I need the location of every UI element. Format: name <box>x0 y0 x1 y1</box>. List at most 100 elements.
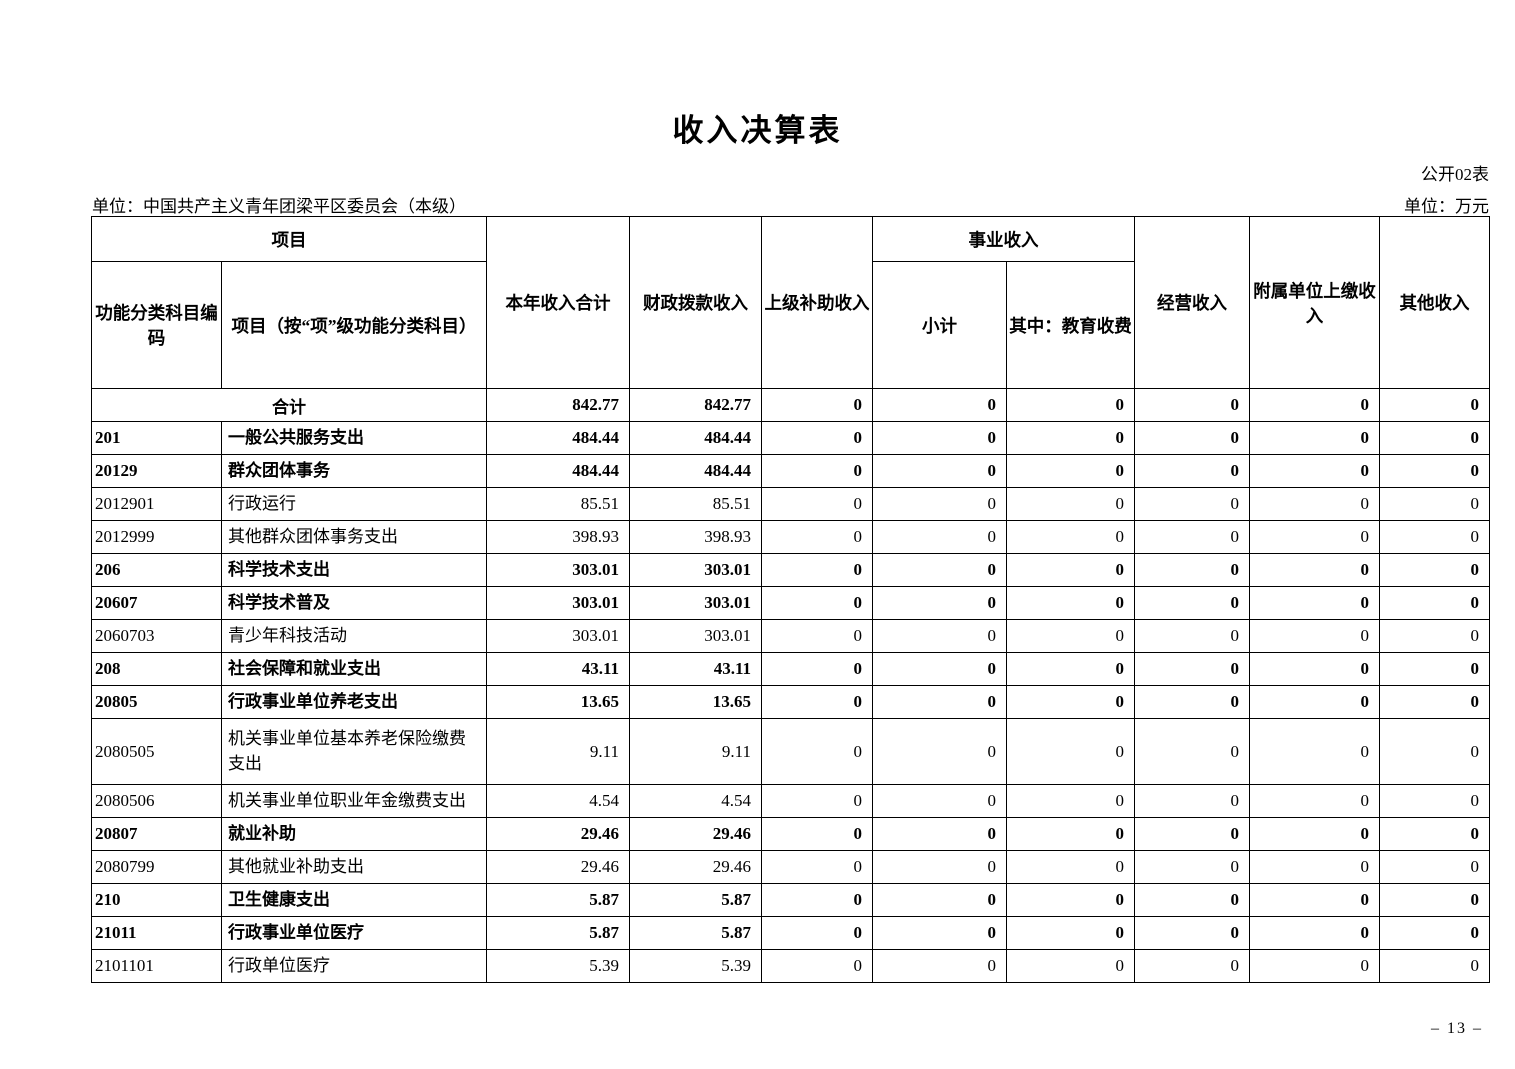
row-value-cell: 0 <box>761 718 873 785</box>
table-row: 合计 842.77 842.77 0 0 0 0 0 0 <box>91 388 1490 422</box>
header-subtotal: 小计 <box>872 261 1007 389</box>
header-affiliated-income: 附属单位上缴收入 <box>1249 216 1380 389</box>
row-value-cell: 0 <box>1134 949 1250 983</box>
row-value-cell: 0 <box>1249 586 1380 620</box>
row-value-cell: 0 <box>1249 619 1380 653</box>
row-value-cell: 842.77 <box>629 388 762 422</box>
row-value-cell: 0 <box>1134 553 1250 587</box>
row-value-cell: 0 <box>872 619 1007 653</box>
table-row: 201 一般公共服务支出 484.44 484.44 0 0 0 0 0 0 <box>91 421 1490 455</box>
row-value-cell: 0 <box>1379 916 1490 950</box>
row-function-code: 2060703 <box>91 619 222 653</box>
row-value-cell: 0 <box>761 586 873 620</box>
row-value-cell: 0 <box>1006 619 1135 653</box>
row-function-code: 2012999 <box>91 520 222 554</box>
row-value-cell: 0 <box>761 949 873 983</box>
header-other-income: 其他收入 <box>1379 216 1490 389</box>
row-value-cell: 5.39 <box>629 949 762 983</box>
row-value-cell: 0 <box>761 685 873 719</box>
row-value-cell: 0 <box>1006 421 1135 455</box>
row-value-cell: 303.01 <box>486 619 630 653</box>
row-value-cell: 0 <box>1379 520 1490 554</box>
row-value-cell: 13.65 <box>629 685 762 719</box>
row-value-cell: 9.11 <box>486 718 630 785</box>
row-value-cell: 303.01 <box>629 586 762 620</box>
row-project-name: 其他群众团体事务支出 <box>221 520 487 554</box>
row-project-name: 行政单位医疗 <box>221 949 487 983</box>
row-value-cell: 0 <box>1006 850 1135 884</box>
row-value-cell: 0 <box>1006 949 1135 983</box>
row-value-cell: 0 <box>1006 520 1135 554</box>
row-value-cell: 0 <box>872 916 1007 950</box>
row-value-cell: 0 <box>872 487 1007 521</box>
row-function-code: 210 <box>91 883 222 917</box>
row-value-cell: 0 <box>1249 949 1380 983</box>
row-value-cell: 398.93 <box>629 520 762 554</box>
row-value-cell: 0 <box>872 685 1007 719</box>
row-project-name: 卫生健康支出 <box>221 883 487 917</box>
row-value-cell: 0 <box>1134 883 1250 917</box>
row-value-cell: 484.44 <box>486 454 630 488</box>
row-function-code: 2080505 <box>91 718 222 785</box>
table-row: 2101101 行政单位医疗 5.39 5.39 0 0 0 0 0 0 <box>91 949 1490 983</box>
row-function-code: 201 <box>91 421 222 455</box>
row-value-cell: 0 <box>872 652 1007 686</box>
row-value-cell: 0 <box>1379 949 1490 983</box>
row-project-name: 科学技术支出 <box>221 553 487 587</box>
table-row: 210 卫生健康支出 5.87 5.87 0 0 0 0 0 0 <box>91 883 1490 917</box>
row-value-cell: 0 <box>1379 388 1490 422</box>
org-unit-label: 单位：中国共产主义青年团梁平区委员会（本级） <box>92 197 466 216</box>
row-value-cell: 29.46 <box>629 850 762 884</box>
row-value-cell: 0 <box>761 784 873 818</box>
row-function-code: 21011 <box>91 916 222 950</box>
table-row: 20805 行政事业单位养老支出 13.65 13.65 0 0 0 0 0 0 <box>91 685 1490 719</box>
row-value-cell: 0 <box>872 553 1007 587</box>
row-value-cell: 484.44 <box>629 421 762 455</box>
row-value-cell: 0 <box>1249 652 1380 686</box>
row-project-name: 行政运行 <box>221 487 487 521</box>
row-value-cell: 0 <box>872 817 1007 851</box>
row-value-cell: 5.87 <box>486 883 630 917</box>
row-value-cell: 0 <box>761 850 873 884</box>
row-value-cell: 0 <box>872 784 1007 818</box>
row-value-cell: 0 <box>761 883 873 917</box>
page-number: – 13 – <box>1431 1020 1483 1037</box>
table-row: 20607 科学技术普及 303.01 303.01 0 0 0 0 0 0 <box>91 586 1490 620</box>
row-value-cell: 0 <box>872 520 1007 554</box>
row-value-cell: 0 <box>872 586 1007 620</box>
table-row: 2060703 青少年科技活动 303.01 303.01 0 0 0 0 0 0 <box>91 619 1490 653</box>
row-value-cell: 0 <box>1134 916 1250 950</box>
header-operating-income: 经营收入 <box>1134 216 1250 389</box>
row-value-cell: 29.46 <box>486 850 630 884</box>
row-value-cell: 0 <box>1379 487 1490 521</box>
row-value-cell: 0 <box>1006 454 1135 488</box>
row-value-cell: 0 <box>1006 784 1135 818</box>
row-value-cell: 0 <box>1249 487 1380 521</box>
row-value-cell: 0 <box>1006 883 1135 917</box>
header-superior-subsidy: 上级补助收入 <box>761 216 873 389</box>
row-value-cell: 0 <box>1379 883 1490 917</box>
row-value-cell: 0 <box>1249 388 1380 422</box>
header-function-code: 功能分类科目编码 <box>91 261 222 389</box>
row-value-cell: 0 <box>872 388 1007 422</box>
table-row: 2012901 行政运行 85.51 85.51 0 0 0 0 0 0 <box>91 487 1490 521</box>
table-row: 21011 行政事业单位医疗 5.87 5.87 0 0 0 0 0 0 <box>91 916 1490 950</box>
table-row: 208 社会保障和就业支出 43.11 43.11 0 0 0 0 0 0 <box>91 652 1490 686</box>
row-project-name: 行政事业单位医疗 <box>221 916 487 950</box>
row-value-cell: 0 <box>761 454 873 488</box>
header-project-item: 项目（按“项”级功能分类科目） <box>221 261 487 389</box>
row-value-cell: 0 <box>761 421 873 455</box>
row-project-name: 机关事业单位职业年金缴费支出 <box>221 784 487 818</box>
row-value-cell: 842.77 <box>486 388 630 422</box>
row-value-cell: 0 <box>1249 685 1380 719</box>
row-value-cell: 0 <box>1379 586 1490 620</box>
meta-row: 单位：中国共产主义青年团梁平区委员会（本级） 单位：万元 <box>92 192 1489 217</box>
table-row: 20807 就业补助 29.46 29.46 0 0 0 0 0 0 <box>91 817 1490 851</box>
row-value-cell: 0 <box>1249 883 1380 917</box>
row-value-cell: 0 <box>1134 652 1250 686</box>
row-project-name: 青少年科技活动 <box>221 619 487 653</box>
row-function-code: 20607 <box>91 586 222 620</box>
row-value-cell: 0 <box>1379 619 1490 653</box>
page-title: 收入决算表 <box>672 113 843 148</box>
row-function-code: 2080799 <box>91 850 222 884</box>
